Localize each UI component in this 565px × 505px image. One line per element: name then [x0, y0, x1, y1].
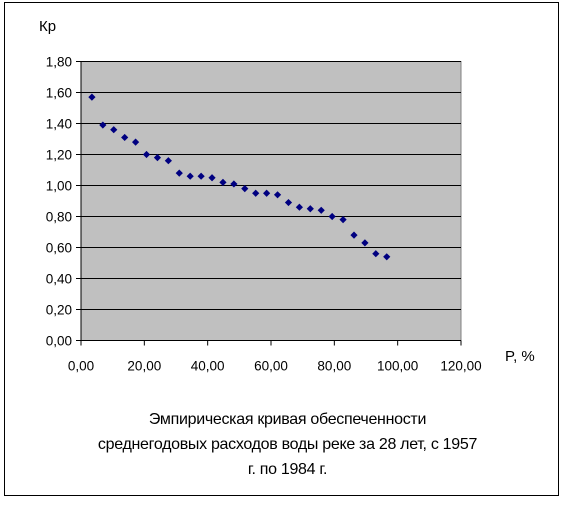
- x-tick-label: 60,00: [254, 359, 288, 374]
- chart-title-line: среднегодовых расходов воды реке за 28 л…: [97, 436, 478, 453]
- gridlines: [81, 61, 461, 310]
- data-point: [361, 239, 369, 247]
- y-tick-label: 1,00: [46, 179, 72, 194]
- data-point: [284, 198, 293, 207]
- y-tick-label: 0,40: [46, 272, 72, 287]
- chart-svg: 0,00 0,20 0,40 0,60 0,80 1,00 1,20 1,40 1,60 1,80…: [39, 18, 535, 374]
- data-point: [208, 174, 216, 182]
- data-point: [295, 203, 304, 211]
- data-point: [372, 250, 380, 258]
- x-tick-label: 0,00: [68, 359, 94, 374]
- y-tick-label: 0,20: [46, 303, 72, 318]
- y-tick-label: 1,40: [46, 117, 72, 132]
- y-tick-label: 0,00: [46, 334, 72, 349]
- data-point: [383, 253, 391, 261]
- data-point: [241, 185, 249, 193]
- data-point: [306, 205, 314, 213]
- x-tick-labels: 0,00 20,00 40,00 60,00 80,00 100,00 120,00: [68, 359, 482, 374]
- data-point: [153, 154, 162, 162]
- x-tick-label: 40,00: [191, 359, 225, 374]
- x-axis-title: P, %: [505, 348, 535, 365]
- data-point: [317, 206, 325, 214]
- y-tick-label: 1,20: [46, 148, 72, 163]
- data-point: [273, 191, 282, 199]
- data-point: [263, 189, 271, 197]
- chart-title: Эмпирическая кривая обеспеченности средн…: [45, 407, 530, 482]
- data-point: [230, 180, 238, 188]
- y-tick-label: 1,80: [46, 55, 72, 70]
- x-tick-label: 20,00: [127, 359, 161, 374]
- data-point: [328, 212, 336, 221]
- data-point: [121, 133, 129, 142]
- chart-title-line: г. по 1984 г.: [247, 461, 328, 478]
- data-point: [175, 169, 183, 177]
- data-point: [339, 216, 347, 224]
- plot-area: [80, 61, 462, 341]
- data-points: [88, 93, 391, 261]
- tick-marks: [76, 61, 462, 346]
- y-tick-label: 1,60: [46, 86, 72, 101]
- data-point: [186, 172, 194, 180]
- data-point: [110, 126, 118, 134]
- data-point: [197, 172, 205, 180]
- data-point: [142, 150, 151, 159]
- y-tick-label: 0,60: [46, 241, 72, 256]
- data-point: [164, 157, 172, 165]
- data-point: [219, 178, 227, 186]
- y-tick-labels: 0,00 0,20 0,40 0,60 0,80 1,00 1,20 1,40 1,60 1,80: [46, 55, 72, 349]
- chart-frame: 0,00 0,20 0,40 0,60 0,80 1,00 1,20 1,40 1,60 1,80…: [4, 2, 559, 496]
- data-point: [350, 231, 358, 239]
- y-axis-title: Кр: [39, 18, 56, 35]
- data-point: [131, 138, 140, 146]
- chart-title-line: Эмпирическая кривая обеспеченности: [148, 411, 427, 428]
- y-tick-label: 0,80: [46, 210, 72, 225]
- x-tick-label: 100,00: [377, 359, 418, 374]
- data-point: [99, 121, 107, 129]
- x-tick-label: 80,00: [317, 359, 351, 374]
- data-point: [88, 93, 96, 101]
- x-tick-label: 120,00: [440, 359, 481, 374]
